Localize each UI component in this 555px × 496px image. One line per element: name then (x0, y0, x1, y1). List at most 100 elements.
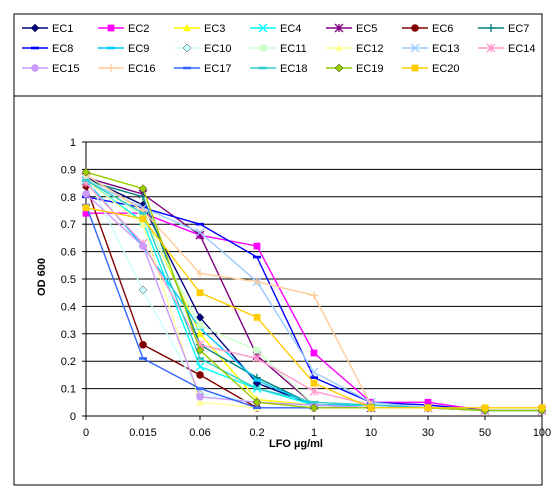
legend-marker (31, 64, 39, 72)
y-tick-label: 0.6 (61, 247, 76, 259)
data-point (367, 404, 375, 412)
legend-marker (258, 23, 268, 33)
x-axis-title: LFO µg/ml (269, 438, 323, 450)
axes: 0 0.1 0.2 0.3 0.4 0.5 0.6 0.7 0.8 0.9 10 0.015 0.06 0… (61, 137, 551, 439)
data-point (253, 255, 261, 259)
x-tick-label: 50 (479, 427, 491, 439)
x-tick-label: 0 (83, 427, 89, 439)
data-point (253, 406, 261, 410)
data-point (196, 387, 204, 390)
legend-label: EC2 (128, 23, 149, 35)
x-tick-label: 10 (365, 427, 377, 439)
legend-item: EC20 (402, 63, 460, 75)
y-tick-label: 0.4 (61, 301, 76, 313)
y-tick-label: 0.7 (61, 219, 76, 231)
data-point (253, 277, 261, 286)
legend-item: EC7 (478, 23, 529, 35)
data-point (196, 357, 204, 360)
data-point (195, 362, 205, 372)
data-point (196, 269, 204, 278)
data-point (310, 349, 318, 357)
data-point (253, 346, 261, 354)
data-point (424, 404, 432, 412)
data-point (139, 242, 147, 250)
legend-item: EC19 (326, 63, 384, 75)
data-point (139, 340, 147, 349)
legend (13, 13, 543, 97)
data-point (82, 204, 90, 212)
x-tick-label: 0.2 (249, 427, 264, 439)
x-tick-label: 0.06 (189, 427, 210, 439)
data-point (253, 313, 261, 321)
legend-marker (334, 63, 344, 73)
data-point (139, 357, 147, 360)
data-point (196, 322, 204, 329)
legend-item: EC3 (174, 23, 225, 35)
data-point (82, 190, 90, 198)
legend-marker (486, 43, 496, 53)
data-point (196, 289, 204, 297)
legend-label: EC4 (280, 23, 301, 35)
legend-item: EC15 (22, 63, 80, 75)
x-tick-label: 30 (422, 427, 434, 439)
legend-marker (335, 44, 343, 52)
legend-item: EC16 (98, 63, 156, 75)
x-tick-label: 0.015 (129, 427, 157, 439)
data-point (196, 222, 204, 226)
data-point (252, 398, 262, 407)
legend-item: EC6 (402, 23, 453, 35)
legend-marker (182, 43, 192, 53)
legend-marker (334, 23, 344, 33)
legend-item: EC8 (22, 43, 73, 55)
legend-label: EC1 (52, 23, 73, 35)
y-tick-label: 0.5 (61, 274, 76, 286)
legend-label: EC12 (356, 43, 384, 55)
data-point (424, 398, 432, 406)
y-tick-label: 1 (70, 137, 76, 149)
legend-marker (410, 43, 420, 53)
y-axis-title: OD 600 (36, 258, 48, 296)
y-tick-label: 0.1 (61, 384, 76, 396)
data-point (253, 387, 261, 390)
gridlines (86, 141, 542, 390)
legend-label: EC18 (280, 63, 308, 75)
legend-marker (487, 24, 495, 32)
legend-items: EC1 EC2 EC3 EC4 EC5 EC6 EC7 EC8 EC9 EC10 EC11 EC12 E… (22, 23, 536, 75)
x-tick-label: 1 (311, 427, 317, 439)
data-point (538, 404, 546, 412)
y-tick-label: 0.2 (61, 356, 76, 368)
data-point (309, 367, 319, 377)
data-point (252, 354, 262, 363)
legend-item: EC2 (98, 23, 149, 35)
legend-label: EC6 (432, 23, 453, 35)
legend-item: EC13 (402, 43, 460, 55)
legend-marker (107, 24, 115, 32)
legend-label: EC16 (128, 63, 156, 75)
y-tick-label: 0.8 (61, 192, 76, 204)
y-tick-label: 0.3 (61, 329, 76, 341)
data-point (196, 371, 204, 379)
legend-label: EC15 (52, 63, 80, 75)
y-tick-label: 0.9 (61, 164, 76, 176)
legend-label: EC13 (432, 43, 460, 55)
legend-marker (411, 24, 419, 32)
series-layer (81, 167, 547, 415)
data-point (138, 184, 148, 193)
legend-marker (259, 44, 267, 52)
legend-item: EC4 (250, 23, 301, 35)
data-point (139, 220, 147, 228)
legend-marker (107, 64, 115, 72)
legend-label: EC19 (356, 63, 384, 75)
legend-label: EC9 (128, 43, 149, 55)
data-point (310, 379, 318, 387)
legend-label: EC5 (356, 23, 377, 35)
data-point (253, 379, 261, 382)
legend-marker (31, 46, 39, 50)
data-point (310, 376, 318, 379)
data-point (139, 215, 147, 223)
data-point (196, 329, 204, 337)
legend-marker (107, 46, 115, 50)
legend-label: EC14 (508, 43, 536, 55)
data-point (253, 242, 261, 250)
